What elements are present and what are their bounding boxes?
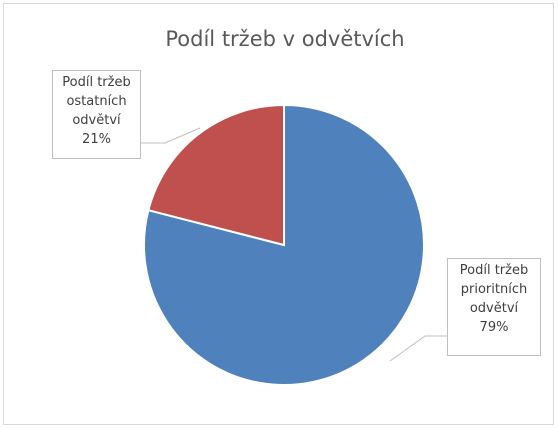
data-label: Podíl tržeb ostatních odvětví 21% [52,70,141,159]
value-label: 79% [479,320,509,335]
pie [143,103,425,386]
value-label: 21% [82,132,111,147]
chart-title: Podíl tržeb v odvětvích [165,27,404,51]
leader-line [140,127,201,144]
slice-name: Podíl tržeb ostatních odvětví [62,75,131,128]
data-label: Podíl tržeb prioritních odvětví 79% [447,258,541,356]
leader-line [389,335,447,362]
slice-name: Podíl tržeb prioritních odvětví [459,263,529,316]
pie-slice [147,103,285,247]
